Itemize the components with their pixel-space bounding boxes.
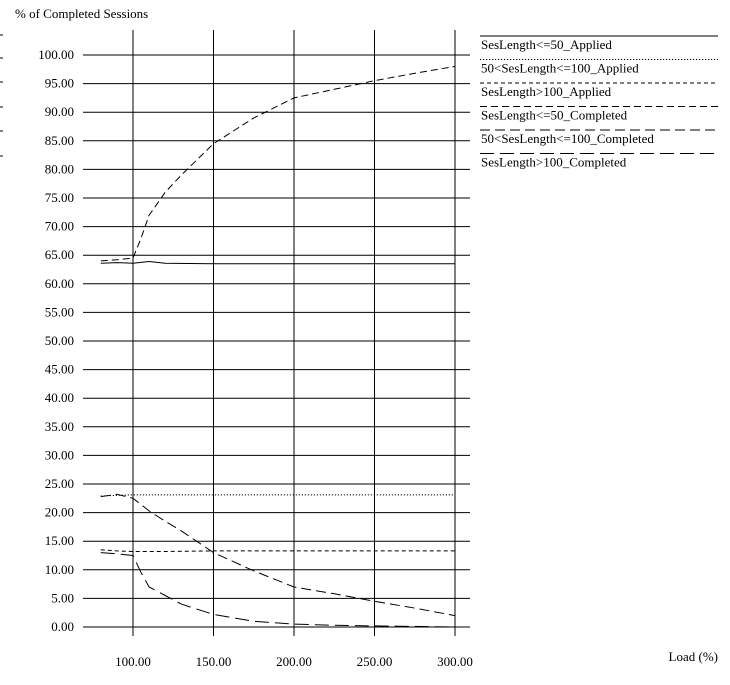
x-tick-label: 100.00 (115, 654, 151, 669)
y-tick-label: 60.00 (45, 276, 74, 291)
x-tick-label: 300.00 (437, 654, 473, 669)
series-lines (100, 65, 456, 628)
series-line (100, 65, 456, 262)
y-tick-label: 30.00 (45, 447, 74, 462)
y-tick-label: 100.00 (38, 47, 74, 62)
legend-label: 50<SesLength<=100_Completed (481, 131, 654, 146)
y-tick-label: 65.00 (45, 247, 74, 262)
y-tick-label: 15.00 (45, 533, 74, 548)
y-tick-label: 0.00 (51, 619, 74, 634)
y-tick-label: 50.00 (45, 333, 74, 348)
y-tick-label: 45.00 (45, 362, 74, 377)
legend-label: 50<SesLength<=100_Applied (481, 61, 639, 76)
vertical-gridlines (0, 30, 456, 636)
y-tick-label: 25.00 (45, 476, 74, 491)
legend-label: SesLength<=50_Applied (481, 37, 612, 52)
y-tick-label: 90.00 (45, 104, 74, 119)
series-line (100, 549, 455, 552)
legend-label: SesLength<=50_Completed (481, 108, 628, 123)
series-line (100, 494, 455, 497)
series-line (100, 552, 456, 628)
y-axis-label: % of Completed Sessions (15, 6, 148, 21)
x-tick-labels: 100.00 150.00 200.00 250.00 300.00 (115, 654, 473, 669)
y-tick-label: 85.00 (45, 133, 74, 148)
y-tick-label: 70.00 (45, 219, 74, 234)
y-tick-label: 95.00 (45, 76, 74, 91)
y-tick-labels: 100.00 95.00 90.00 85.00 80.00 75.00 70.00 65.0… (38, 47, 74, 634)
x-tick-label: 200.00 (276, 654, 312, 669)
y-tick-label: 35.00 (45, 419, 74, 434)
y-tick-label: 20.00 (45, 505, 74, 520)
horizontal-gridlines (83, 54, 470, 628)
x-axis-label: Load (%) (669, 649, 718, 664)
y-tick-label: 55.00 (45, 304, 74, 319)
series-line (100, 260, 455, 265)
x-tick-label: 150.00 (196, 654, 232, 669)
x-tick-label: 250.00 (357, 654, 393, 669)
series-line (100, 493, 456, 617)
legend-label: SesLength>100_Completed (481, 155, 627, 170)
legend: SesLength<=50_Applied 50<SesLength<=100_A… (480, 35, 718, 170)
legend-label: SesLength>100_Applied (481, 84, 612, 99)
y-tick-label: 75.00 (45, 190, 74, 205)
y-tick-label: 10.00 (45, 562, 74, 577)
y-tick-label: 40.00 (45, 390, 74, 405)
y-tick-label: 80.00 (45, 161, 74, 176)
y-tick-label: 5.00 (51, 590, 74, 605)
